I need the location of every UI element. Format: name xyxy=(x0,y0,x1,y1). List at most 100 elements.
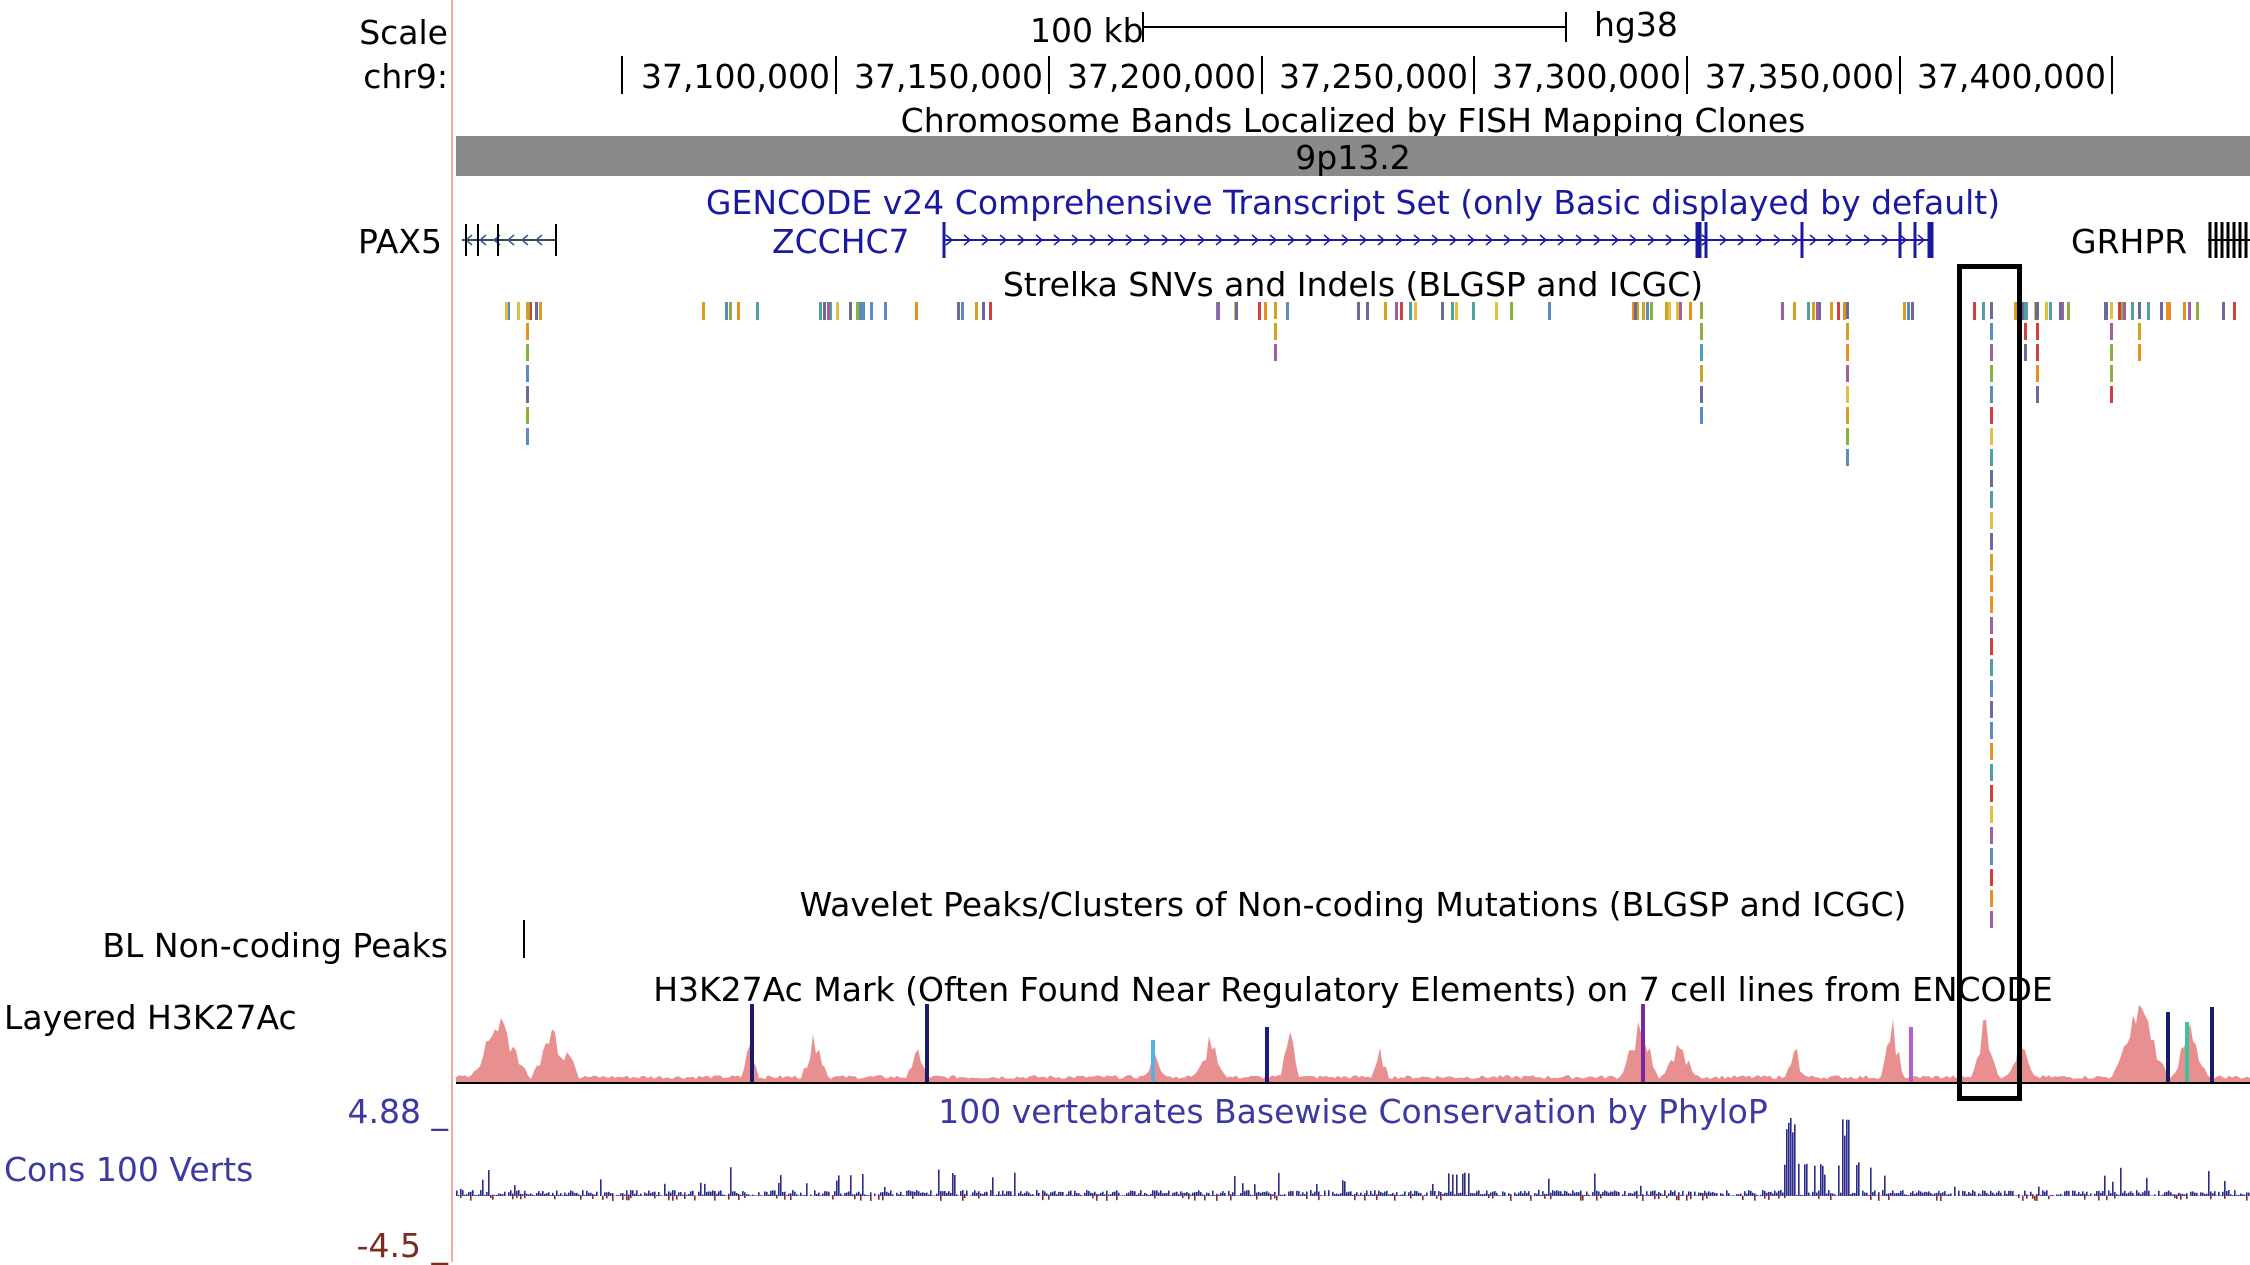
phylop-neg-bar xyxy=(912,1196,914,1199)
phylop-bar xyxy=(794,1192,796,1196)
phylop-bar xyxy=(470,1192,472,1196)
phylop-bar xyxy=(1150,1194,1152,1196)
phylop-bar xyxy=(1662,1195,1664,1196)
phylop-neg-bar xyxy=(2180,1196,2182,1200)
phylop-bar xyxy=(1934,1193,1936,1196)
phylop-bar xyxy=(1504,1192,1506,1196)
snv-mark xyxy=(1286,302,1289,320)
phylop-neg-bar xyxy=(1410,1196,1412,1198)
phylop-bar xyxy=(1048,1195,1050,1196)
phylop-bar xyxy=(786,1195,788,1196)
phylop-neg-bar xyxy=(784,1196,786,1200)
phylop-bar xyxy=(712,1190,714,1196)
phylop-bar xyxy=(1336,1194,1338,1196)
h3k27ac-spike xyxy=(750,1004,754,1082)
phylop-bar xyxy=(1696,1195,1698,1196)
phylop-bar xyxy=(748,1194,750,1196)
phylop-bar xyxy=(1912,1191,1914,1196)
phylop-bar xyxy=(1534,1193,1536,1196)
phylop-bar xyxy=(1334,1194,1336,1196)
phylop-bar xyxy=(1452,1175,1454,1196)
phylop-neg-bar xyxy=(1582,1196,1584,1201)
phylop-neg-bar xyxy=(854,1196,856,1199)
phylop-bar xyxy=(1498,1195,1500,1196)
snv-stack-mark xyxy=(1274,302,1277,319)
phylop-bar xyxy=(1852,1193,1854,1196)
phylop-bar xyxy=(778,1183,780,1196)
phylop-neg-bar xyxy=(1394,1196,1396,1201)
phylop-bar xyxy=(2080,1194,2082,1196)
phylop-bar xyxy=(950,1193,952,1196)
phylop-bar xyxy=(1750,1191,1752,1196)
snv-stack-mark xyxy=(1846,344,1849,361)
phylop-bar xyxy=(1794,1124,1796,1196)
phylop-bar xyxy=(1752,1193,1754,1196)
phylop-bar xyxy=(1066,1194,1068,1196)
phylop-bar xyxy=(916,1190,918,1196)
phylop-bar xyxy=(1418,1193,1420,1196)
phylop-bar xyxy=(722,1194,724,1196)
phylop-bar xyxy=(718,1191,720,1196)
phylop-neg-bar xyxy=(1768,1196,1770,1200)
snv-mark xyxy=(1441,302,1444,320)
phylop-neg-bar xyxy=(878,1196,880,1200)
phylop-bar xyxy=(1278,1173,1280,1196)
phylop-bar xyxy=(2224,1181,2226,1196)
phylop-neg-bar xyxy=(2098,1196,2100,1201)
phylop-bar xyxy=(1402,1194,1404,1196)
phylop-bar xyxy=(1592,1192,1594,1196)
phylop-bar xyxy=(1558,1191,1560,1196)
phylop-neg-bar xyxy=(490,1196,492,1198)
phylop-bar xyxy=(1614,1190,1616,1196)
phylop-bar xyxy=(1826,1194,1828,1196)
phylop-bar xyxy=(1360,1193,1362,1196)
phylop-bar xyxy=(1754,1193,1756,1196)
phylop-bar xyxy=(1450,1192,1452,1196)
phylop-bar xyxy=(990,1190,992,1196)
phylop-bar xyxy=(1164,1193,1166,1196)
phylop-bar xyxy=(2192,1191,2194,1196)
phylop-bar xyxy=(1190,1195,1192,1196)
snv-mark xyxy=(1384,302,1387,320)
phylop-bar xyxy=(1560,1191,1562,1196)
phylop-bar xyxy=(2064,1191,2066,1196)
snv-mark xyxy=(2049,302,2052,320)
snv-mark xyxy=(836,302,839,320)
phylop-bar xyxy=(1582,1195,1584,1196)
phylop-bar xyxy=(1264,1192,1266,1196)
phylop-bar xyxy=(784,1192,786,1196)
phylop-bar xyxy=(1280,1195,1282,1196)
phylop-bar xyxy=(1600,1194,1602,1196)
snv-mark xyxy=(505,302,508,320)
phylop-bar xyxy=(716,1194,718,1196)
phylop-bar xyxy=(1642,1194,1644,1196)
phylop-bar xyxy=(606,1192,608,1196)
phylop-bar xyxy=(1746,1194,1748,1196)
phylop-bar xyxy=(1664,1190,1666,1196)
phylop-bar xyxy=(1018,1193,1020,1196)
phylop-bar xyxy=(1694,1192,1696,1196)
phylop-bar xyxy=(1896,1193,1898,1196)
phylop-neg-bar xyxy=(790,1196,792,1200)
phylop-bar xyxy=(1716,1193,1718,1196)
phylop-neg-bar xyxy=(1204,1196,1206,1200)
phylop-bar xyxy=(1472,1193,1474,1196)
phylop-bar xyxy=(1012,1195,1014,1196)
phylop-bar xyxy=(1992,1193,1994,1196)
phylop-bar xyxy=(1284,1194,1286,1196)
phylop-neg-bar xyxy=(672,1196,674,1201)
phylop-bar xyxy=(946,1193,948,1196)
phylop-neg-bar xyxy=(684,1196,686,1199)
phylop-neg-bar xyxy=(554,1196,556,1199)
phylop-bar xyxy=(1434,1191,1436,1196)
phylop-bar xyxy=(1804,1164,1806,1196)
phylop-bar xyxy=(1810,1195,1812,1196)
phylop-bar xyxy=(840,1194,842,1196)
phylop-bar xyxy=(2114,1192,2116,1196)
snv-mark xyxy=(1642,302,1645,320)
phylop-bar xyxy=(1228,1191,1230,1196)
phylop-bar xyxy=(1552,1190,1554,1196)
phylop-bar xyxy=(1650,1191,1652,1196)
phylop-bar xyxy=(2014,1195,2016,1196)
phylop-bar xyxy=(554,1195,556,1196)
